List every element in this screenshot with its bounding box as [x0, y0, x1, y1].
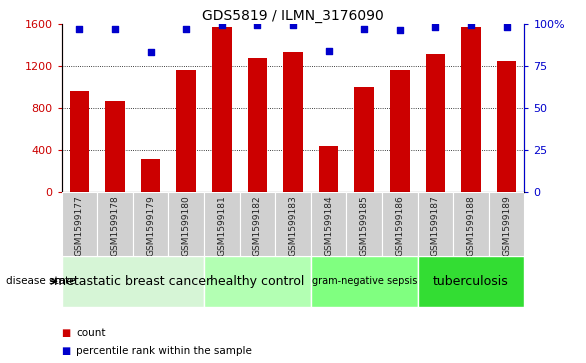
Bar [489, 192, 524, 256]
Point [182, 26, 191, 32]
Bar [97, 192, 133, 256]
Point [324, 48, 333, 53]
Text: GSM1599183: GSM1599183 [288, 196, 298, 256]
Text: GSM1599182: GSM1599182 [253, 196, 262, 256]
Text: count: count [76, 328, 105, 338]
Bar [168, 192, 204, 256]
Bar [176, 70, 196, 192]
Bar [453, 192, 489, 256]
Text: ■: ■ [62, 328, 71, 338]
Text: GSM1599188: GSM1599188 [466, 196, 476, 256]
Bar [319, 146, 338, 192]
Text: GDS5819 / ILMN_3176090: GDS5819 / ILMN_3176090 [202, 9, 384, 23]
Point [288, 23, 298, 28]
Point [74, 26, 84, 32]
Point [360, 26, 369, 32]
Text: metastatic breast cancer: metastatic breast cancer [54, 275, 212, 288]
Bar [418, 192, 453, 256]
Text: GSM1599178: GSM1599178 [110, 196, 120, 256]
Bar [275, 192, 311, 256]
Point [217, 23, 226, 28]
Bar [311, 256, 418, 307]
Point [431, 24, 440, 30]
Bar [62, 192, 97, 256]
Text: GSM1599185: GSM1599185 [360, 196, 369, 256]
Point [146, 49, 155, 55]
Bar [105, 101, 125, 192]
Point [502, 24, 512, 30]
Bar [497, 61, 516, 192]
Bar [418, 256, 524, 307]
Bar [62, 256, 204, 307]
Text: tuberculosis: tuberculosis [433, 275, 509, 288]
Point [110, 26, 120, 32]
Text: GSM1599180: GSM1599180 [182, 196, 190, 256]
Text: GSM1599179: GSM1599179 [146, 196, 155, 256]
Bar [141, 159, 161, 192]
Text: GSM1599187: GSM1599187 [431, 196, 440, 256]
Bar [240, 192, 275, 256]
Text: GSM1599181: GSM1599181 [217, 196, 226, 256]
Bar [204, 256, 311, 307]
Bar [346, 192, 382, 256]
Text: gram-negative sepsis: gram-negative sepsis [312, 276, 417, 286]
Bar [355, 87, 374, 192]
Bar [248, 58, 267, 192]
Text: ■: ■ [62, 346, 71, 356]
Bar [283, 52, 303, 192]
Bar [425, 54, 445, 192]
Bar [133, 192, 168, 256]
Text: GSM1599189: GSM1599189 [502, 196, 511, 256]
Bar [382, 192, 418, 256]
Text: healthy control: healthy control [210, 275, 305, 288]
Text: GSM1599184: GSM1599184 [324, 196, 333, 256]
Text: GSM1599177: GSM1599177 [75, 196, 84, 256]
Text: disease state: disease state [6, 276, 76, 286]
Text: percentile rank within the sample: percentile rank within the sample [76, 346, 252, 356]
Bar [311, 192, 346, 256]
Bar [461, 27, 481, 192]
Point [466, 23, 476, 28]
Bar [390, 70, 410, 192]
Bar [212, 27, 231, 192]
Point [395, 28, 404, 33]
Bar [70, 91, 89, 192]
Bar [204, 192, 240, 256]
Point [253, 23, 262, 28]
Text: GSM1599186: GSM1599186 [396, 196, 404, 256]
